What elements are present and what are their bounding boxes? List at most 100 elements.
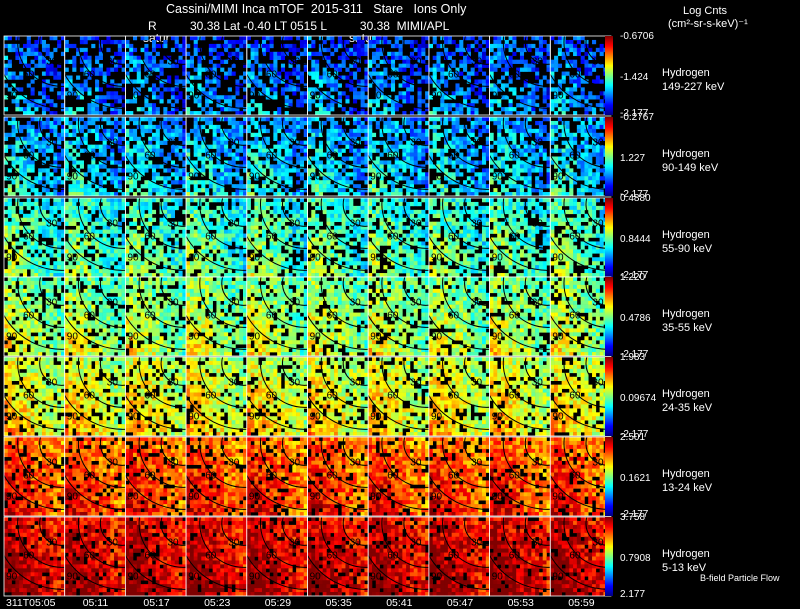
- colorbar-min-label: -2.177: [620, 429, 649, 440]
- pitch-angle-label: 90: [370, 491, 382, 502]
- colorbar-min-label: -2.177: [620, 349, 649, 360]
- species-label: Hydrogen: [662, 229, 710, 241]
- enaimage-panel: 30 60 90: [185, 35, 248, 116]
- pitch-angle-label: 30: [350, 56, 362, 67]
- pitch-angle-label: 90: [492, 171, 504, 182]
- colorbar-mid-label: 0.1621: [620, 473, 651, 484]
- pitch-angle-label: 60: [387, 231, 399, 242]
- pitch-angle-label: 90: [431, 171, 443, 182]
- pitch-angle-label: 90: [492, 411, 504, 422]
- pitch-angle-label: 90: [552, 491, 564, 502]
- pitch-angle-label: 60: [509, 550, 521, 561]
- pitch-angle-label: 90: [188, 90, 200, 101]
- pitch-angle-label: 30: [410, 537, 422, 548]
- enaimage-panel: 30 60 90: [185, 116, 248, 197]
- pitch-angle-label: 30: [592, 56, 604, 67]
- pitch-angle-label: 90: [552, 90, 564, 101]
- enaimage-panel: 30 60 90: [307, 516, 369, 597]
- pitch-angle-label: 90: [492, 331, 504, 342]
- pitch-angle-label: 60: [266, 231, 278, 242]
- enaimage-panel: 30 60 90: [367, 276, 430, 357]
- pitch-angle-label: 30: [471, 377, 483, 388]
- pitch-angle-label: 60: [387, 69, 399, 80]
- colorbar-mid-label: -1.424: [620, 72, 649, 83]
- pitch-angle-label: 60: [387, 470, 399, 481]
- colorbar-min-label: 2.177: [620, 589, 646, 600]
- pitch-angle-label: 90: [492, 571, 504, 582]
- colorbar: [605, 36, 613, 115]
- pitch-angle-label: 60: [205, 310, 217, 321]
- energy-row: 30 60 90 30 60 90 30 60 90 30 60 90 30 60 90 30 60 90 30 60…: [3, 516, 613, 597]
- pitch-angle-label: 90: [249, 411, 261, 422]
- pitch-angle-label: 60: [145, 310, 157, 321]
- time-label: 05:17: [143, 597, 170, 609]
- pitch-angle-label: 30: [350, 297, 362, 308]
- pitch-angle-label: 90: [67, 491, 79, 502]
- enaimage-panel: 30 60 90: [246, 516, 308, 597]
- pitch-angle-label: 30: [592, 218, 604, 229]
- pitch-angle-label: 30: [228, 56, 240, 67]
- enaimage-panel: 30 60 90: [307, 116, 369, 197]
- pitch-angle-label: 90: [249, 571, 261, 582]
- enaimage-panel: 30 60 90: [428, 516, 490, 597]
- pitch-angle-label: 30: [532, 218, 544, 229]
- pitch-angle-label: 60: [327, 231, 339, 242]
- pitch-angle-label: 30: [471, 297, 483, 308]
- pitch-angle-label: 30: [228, 537, 240, 548]
- pitch-angle-label: 60: [145, 150, 157, 161]
- pitch-angle-label: 90: [310, 491, 322, 502]
- enaimage-panel: 30 60 90: [489, 197, 551, 278]
- pitch-angle-label: 60: [145, 231, 157, 242]
- energy-label: 55-90 keV: [662, 243, 713, 255]
- pitch-angle-label: 30: [410, 137, 422, 148]
- energy-row: 30 60 90 30 60 90 30 60 90 30 60 90 30 60 90 30 60 90 30 60…: [3, 436, 613, 517]
- energy-row: 30 60 90 30 60 90 30 60 90 30 60 90 30 60 90 30 60 90 30 60…: [3, 276, 613, 357]
- pitch-angle-label: 90: [492, 90, 504, 101]
- flow-legend: B-field Particle Flow: [700, 573, 780, 583]
- pitch-angle-label: 60: [569, 150, 581, 161]
- energy-row: 30 60 90 30 60 90 30 60 90 30 60 90 30 60 90 30 60 90 30 60…: [3, 35, 613, 116]
- pitch-angle-label: 60: [327, 150, 339, 161]
- pitch-angle-label: 90: [188, 171, 200, 182]
- enaimage-panel: 30 60 90: [3, 35, 66, 116]
- pitch-angle-label: 60: [387, 310, 399, 321]
- pitch-angle-label: 30: [289, 377, 301, 388]
- pitch-angle-label: 60: [569, 231, 581, 242]
- pitch-angle-label: 60: [569, 69, 581, 80]
- pitch-angle-label: 60: [23, 470, 35, 481]
- pitch-angle-label: 60: [327, 550, 339, 561]
- enaimage-panel: 30 60 90: [125, 436, 187, 517]
- pitch-angle-label: 30: [168, 56, 180, 67]
- enaimage-panel: 30 60 90: [246, 116, 308, 197]
- pitch-angle-label: 30: [471, 56, 483, 67]
- pitch-angle-label: 30: [46, 457, 58, 468]
- pitch-angle-label: 90: [6, 411, 18, 422]
- pitch-angle-label: 60: [569, 390, 581, 401]
- pitch-angle-label: 60: [23, 231, 35, 242]
- colorbar-max-label: 3.758: [620, 512, 646, 523]
- colorbar-mid-label: 0.8444: [620, 234, 651, 245]
- pitch-angle-label: 30: [107, 56, 119, 67]
- pitch-angle-label: 60: [266, 150, 278, 161]
- pitch-angle-label: 90: [552, 331, 564, 342]
- pitch-angle-label: 90: [67, 571, 79, 582]
- pitch-angle-label: 90: [431, 331, 443, 342]
- enaimage-panel: 30 60 90: [489, 436, 551, 517]
- pitch-angle-label: 60: [448, 550, 460, 561]
- pitch-angle-label: 30: [410, 297, 422, 308]
- pitch-angle-label: 90: [188, 571, 200, 582]
- pitch-angle-label: 30: [592, 377, 604, 388]
- pitch-angle-label: 90: [128, 252, 140, 263]
- enaimage-panel: 30 60 90: [64, 197, 126, 278]
- pitch-angle-label: 60: [84, 150, 96, 161]
- orbit-info: R 30.38 Lat -0.40 LT 0515 L 30.38 MIMI/A…: [148, 19, 450, 33]
- time-label: 05:35: [325, 597, 352, 609]
- enaimage-panel: 30 60 90: [367, 116, 430, 197]
- pitch-angle-label: 30: [168, 137, 180, 148]
- pitch-angle-label: 60: [266, 310, 278, 321]
- pitch-angle-label: 90: [431, 90, 443, 101]
- enaimage-panel: 30 60 90: [64, 276, 126, 357]
- enaimage-panel: 30 60 90: [246, 197, 308, 278]
- pitch-angle-label: 90: [310, 571, 322, 582]
- pitch-angle-label: 60: [84, 69, 96, 80]
